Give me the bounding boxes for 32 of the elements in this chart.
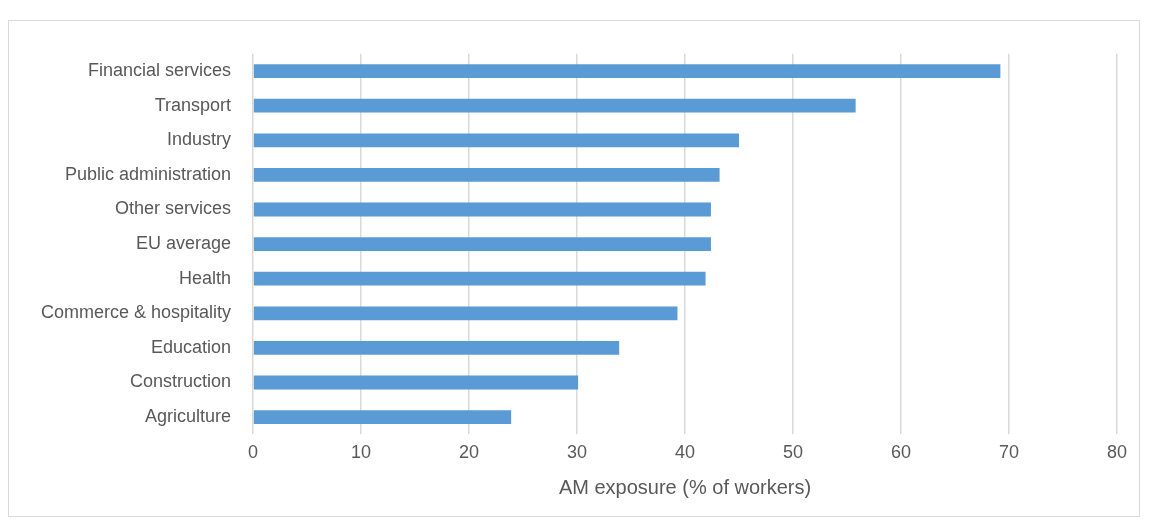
- x-tick-label: 40: [675, 442, 696, 463]
- bar: [253, 98, 856, 113]
- y-tick-label: Other services: [115, 198, 232, 219]
- x-tick-label: 20: [459, 442, 480, 463]
- y-tick-label: Financial services: [88, 60, 232, 81]
- bar: [253, 64, 1001, 79]
- bar: [253, 202, 711, 217]
- bar: [253, 375, 579, 390]
- x-tick-label: 50: [783, 442, 804, 463]
- y-tick-label: Public administration: [64, 163, 232, 184]
- bar: [253, 306, 678, 321]
- x-tick-label: 60: [891, 442, 912, 463]
- x-tick-label: 70: [998, 442, 1020, 463]
- y-tick-label: Transport: [154, 94, 232, 115]
- y-tick-label: Industry: [167, 129, 232, 150]
- y-tick-label: Commerce & hospitality: [40, 302, 232, 323]
- x-tick-label: 0: [248, 442, 259, 463]
- y-tick-label: Health: [179, 267, 232, 288]
- y-tick-label: Education: [151, 336, 232, 357]
- x-tick-label: 30: [567, 442, 588, 463]
- bar: [253, 237, 711, 252]
- x-tick-label: 80: [1106, 442, 1128, 463]
- bar: [253, 167, 720, 182]
- bar: [253, 133, 740, 148]
- bar: [253, 410, 512, 425]
- y-tick-label: Construction: [130, 371, 232, 392]
- bar: [253, 271, 706, 286]
- y-tick-label: EU average: [136, 233, 232, 254]
- x-tick-label: 10: [351, 442, 372, 463]
- y-tick-label: Agriculture: [145, 406, 232, 427]
- bar: [253, 340, 620, 355]
- x-axis-title: AM exposure (% of workers): [558, 475, 812, 498]
